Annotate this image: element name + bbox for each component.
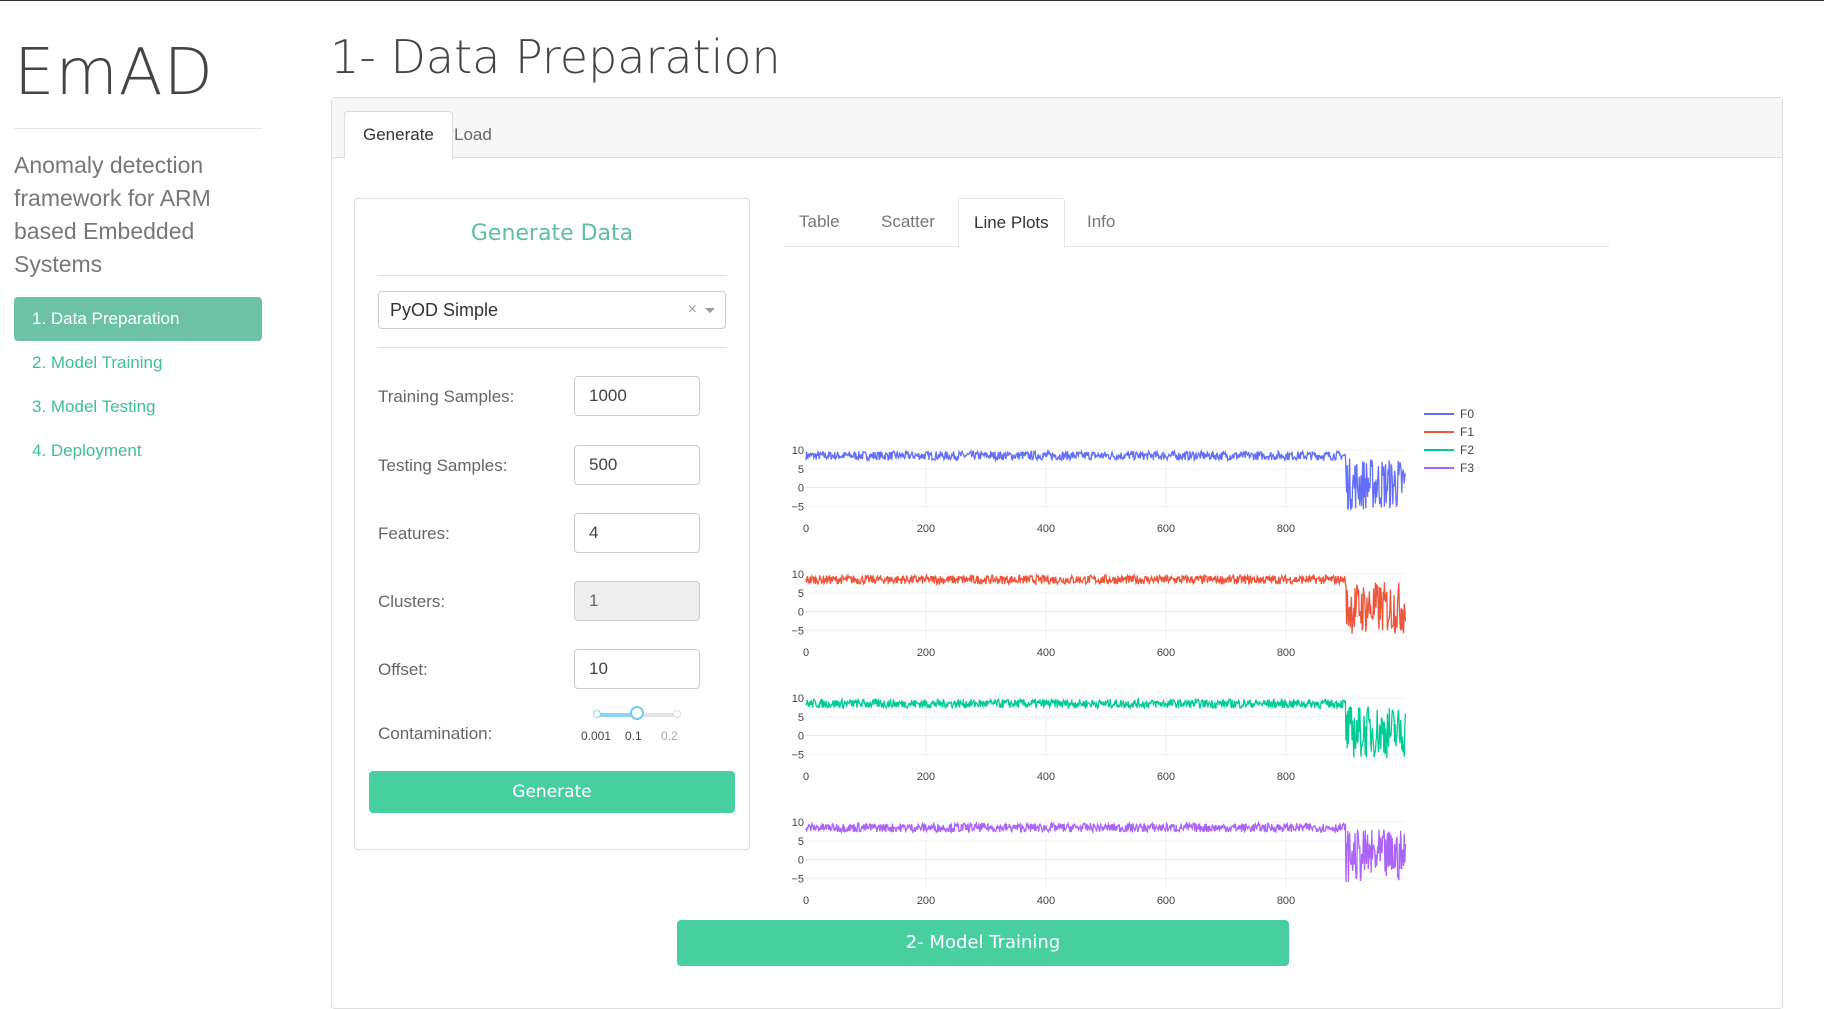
offset-input[interactable]: 10 [574, 649, 700, 689]
visualization-tabs: Table Scatter Line Plots Info [784, 198, 1609, 248]
testing-samples-input[interactable]: 500 [574, 445, 700, 485]
x-tick-label: 0 [803, 523, 809, 535]
app-tagline: Anomaly detection framework for ARM base… [14, 152, 211, 277]
legend-label-f2: F2 [1460, 443, 1474, 457]
tab-info[interactable]: Info [1087, 212, 1116, 231]
x-tick-label: 800 [1277, 523, 1295, 535]
series-line-f2 [805, 697, 1407, 759]
y-tick-label: 10 [792, 693, 804, 705]
y-tick-label: 0 [798, 855, 804, 867]
slider-mark-max: 0.2 [661, 729, 678, 743]
legend-label-f0: F0 [1460, 407, 1474, 421]
model-training-button[interactable]: 2- Model Training [677, 920, 1289, 966]
series-line-f1 [805, 572, 1407, 634]
tab-line-plots[interactable]: Line Plots [958, 198, 1065, 248]
data-preparation-card: Generate Load Generate Data PyOD Simple … [331, 97, 1783, 1009]
y-tick-label: 5 [798, 712, 804, 724]
sidebar-item-data-preparation[interactable]: 1. Data Preparation [14, 297, 262, 341]
x-tick-label: 0 [803, 647, 809, 659]
chevron-down-icon[interactable] [705, 308, 715, 313]
sidebar: EmAD Anomaly detection framework for ARM… [14, 34, 262, 473]
x-tick-label: 800 [1277, 771, 1295, 783]
clusters-input: 1 [574, 581, 700, 621]
clusters-label: Clusters: [378, 592, 446, 611]
x-tick-label: 400 [1037, 895, 1055, 907]
features-label: Features: [378, 524, 450, 543]
generate-button[interactable]: Generate [369, 771, 735, 813]
series-line-f3 [805, 820, 1407, 883]
line-plots-chart: 10 5 0 −5 0 200 400 600 800 10 5 0 −5 0 200 400 600 800 10… [791, 407, 1474, 907]
offset-label: Offset: [378, 660, 428, 679]
y-tick-label: −5 [791, 501, 804, 513]
y-tick-label: 0 [798, 483, 804, 495]
y-tick-label: −5 [791, 625, 804, 637]
dataset-select[interactable]: PyOD Simple × [378, 291, 726, 329]
page-title: 1- Data Preparation [330, 30, 781, 84]
slider-fill [597, 713, 637, 717]
legend-label-f3: F3 [1460, 461, 1474, 475]
y-tick-label: −5 [791, 749, 804, 761]
x-tick-label: 400 [1037, 647, 1055, 659]
x-tick-label: 0 [803, 771, 809, 783]
generate-data-panel: Generate Data PyOD Simple × Training Sam… [354, 198, 750, 850]
x-tick-label: 400 [1037, 771, 1055, 783]
slider-mark-min: 0.001 [581, 729, 612, 743]
generate-data-title: Generate Data [470, 221, 634, 246]
y-tick-label: 10 [792, 817, 804, 829]
y-tick-label: 5 [798, 464, 804, 476]
sidebar-item-model-testing[interactable]: 3. Model Testing [32, 397, 156, 416]
window-top-border [0, 0, 1824, 1]
x-tick-label: 0 [803, 895, 809, 907]
x-tick-label: 800 [1277, 647, 1295, 659]
x-tick-label: 800 [1277, 895, 1295, 907]
x-tick-label: 600 [1157, 523, 1175, 535]
x-tick-label: 200 [917, 771, 935, 783]
training-samples-label: Training Samples: [378, 387, 515, 406]
x-tick-label: 200 [917, 523, 935, 535]
y-tick-label: 10 [792, 569, 804, 581]
sidebar-item-model-training[interactable]: 2. Model Training [32, 353, 163, 372]
training-samples-input[interactable]: 1000 [574, 376, 700, 416]
panel-divider [377, 275, 727, 276]
y-tick-label: 0 [798, 607, 804, 619]
tab-load[interactable]: Load [454, 125, 492, 144]
features-input[interactable]: 4 [574, 513, 700, 553]
slider-handle[interactable] [629, 706, 644, 720]
slider-mark-dot [593, 710, 601, 718]
x-tick-label: 200 [917, 647, 935, 659]
x-tick-label: 600 [1157, 895, 1175, 907]
testing-samples-label: Testing Samples: [378, 456, 508, 475]
contamination-label: Contamination: [378, 724, 493, 743]
clear-icon[interactable]: × [687, 301, 697, 318]
y-tick-label: 10 [792, 445, 804, 457]
series-line-f0 [805, 448, 1407, 510]
y-tick-label: 5 [798, 836, 804, 848]
slider-mark-dot [673, 710, 681, 718]
y-tick-label: −5 [791, 873, 804, 885]
y-tick-label: 5 [798, 588, 804, 600]
panel-divider [377, 347, 727, 348]
tab-generate[interactable]: Generate [344, 111, 453, 159]
tab-table[interactable]: Table [799, 212, 840, 231]
dataset-select-value: PyOD Simple [390, 300, 499, 320]
legend-label-f1: F1 [1460, 425, 1474, 439]
x-tick-label: 600 [1157, 647, 1175, 659]
slider-mark-mid: 0.1 [625, 729, 642, 743]
x-tick-label: 200 [917, 895, 935, 907]
sidebar-nav: 1. Data Preparation 2. Model Training 3.… [14, 297, 262, 473]
sidebar-item-deployment[interactable]: 4. Deployment [32, 441, 142, 460]
sidebar-divider [14, 128, 262, 129]
contamination-slider[interactable] [593, 706, 681, 720]
y-tick-label: 0 [798, 731, 804, 743]
brand-logo: EmAD [14, 36, 214, 110]
card-tab-bar: Generate Load [332, 98, 1782, 159]
x-tick-label: 600 [1157, 771, 1175, 783]
tab-scatter[interactable]: Scatter [881, 212, 935, 231]
x-tick-label: 400 [1037, 523, 1055, 535]
